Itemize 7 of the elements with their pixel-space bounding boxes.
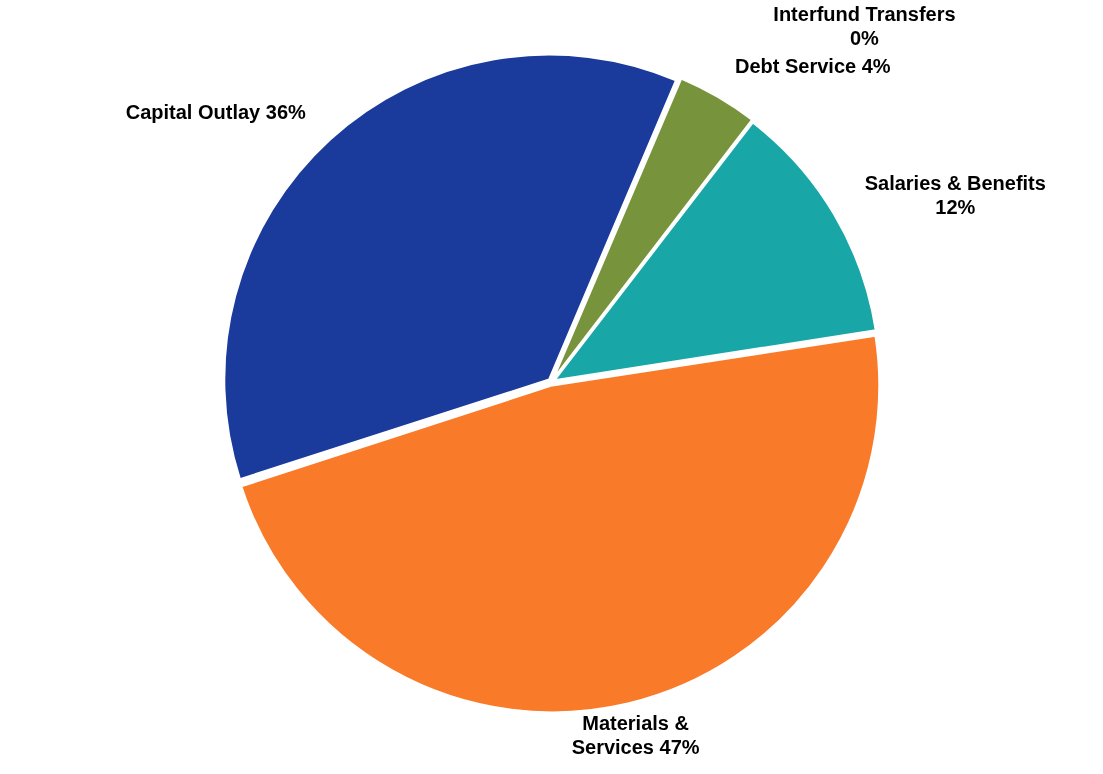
slice-label: Materials & Services 47% (571, 711, 700, 758)
slice-label: Capital Outlay 36% (125, 100, 307, 123)
slice-label: Debt Service 4% (735, 55, 891, 78)
data-label: 12% (935, 196, 976, 219)
text: 0% (849, 27, 879, 50)
category-label: Interfund Transfers (773, 3, 956, 26)
slice-label: Salaries & Benefits (864, 172, 1046, 195)
